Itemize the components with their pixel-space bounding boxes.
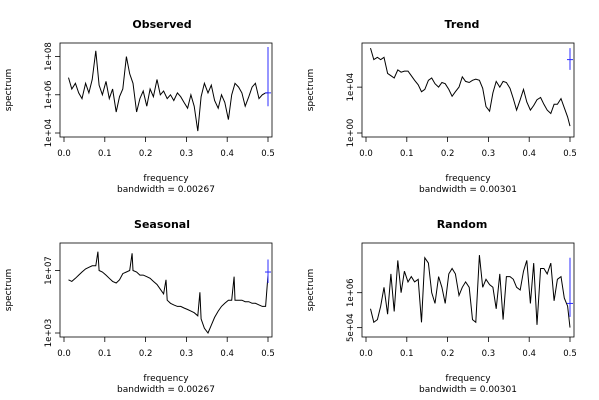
- observed-x-tick-label: 0.2: [139, 149, 153, 159]
- observed-x-tick-label: 0.3: [180, 149, 194, 159]
- random-x-tick-label: 0.3: [482, 349, 496, 359]
- observed-y-tick-label: 1e+08: [44, 42, 54, 71]
- trend-y-axis-label: spectrum: [306, 69, 316, 112]
- observed-x-tick-label: 0.1: [98, 149, 112, 159]
- random-panel: Random 0.0 0.1 0.2 0.3 0.4 0.5 5e+04 1e+06 freque…: [306, 218, 577, 395]
- random-x-tick-label: 0.2: [441, 349, 455, 359]
- seasonal-spectrum-line: [68, 251, 269, 334]
- seasonal-y-axis-label: spectrum: [4, 269, 14, 312]
- random-title: Random: [437, 218, 488, 231]
- seasonal-y-tick-label: 1e+07: [44, 256, 54, 285]
- random-y-axis-label: spectrum: [306, 269, 316, 312]
- seasonal-y-tick-label: 1e+03: [44, 319, 54, 348]
- trend-title: Trend: [445, 18, 480, 31]
- seasonal-x-tick-label: 0.5: [261, 349, 275, 359]
- observed-panel: Observed 0.0 0.1 0.2 0.3 0.4 0.5 1e+04 1e+06 1e+0…: [4, 18, 275, 195]
- observed-title: Observed: [132, 18, 191, 31]
- trend-x-axis-label: frequency: [445, 174, 491, 184]
- trend-spectrum-line: [370, 47, 571, 127]
- seasonal-bandwidth-label: bandwidth = 0.00267: [117, 385, 215, 395]
- random-y-tick-label: 5e+04: [346, 313, 356, 342]
- trend-panel: Trend 0.0 0.1 0.2 0.3 0.4 0.5 1e+00 1e+04 frequen…: [306, 18, 577, 195]
- trend-x-tick-label: 0.4: [522, 149, 536, 159]
- trend-x-tick-label: 0.3: [482, 149, 496, 159]
- observed-bandwidth-label: bandwidth = 0.00267: [117, 185, 215, 195]
- seasonal-x-tick-label: 0.0: [57, 349, 71, 359]
- random-x-tick-label: 0.1: [400, 349, 414, 359]
- observed-x-tick-label: 0.0: [57, 149, 71, 159]
- seasonal-panel: Seasonal 0.0 0.1 0.2 0.3 0.4 0.5 1e+03 1e+07 freq…: [4, 218, 275, 395]
- seasonal-x-tick-label: 0.2: [139, 349, 153, 359]
- trend-plot-frame: [361, 42, 575, 138]
- trend-y-tick-label: 1e+04: [346, 73, 356, 102]
- observed-x-tick-label: 0.5: [261, 149, 275, 159]
- random-plot-frame: [361, 242, 575, 338]
- trend-x-tick-label: 0.2: [441, 149, 455, 159]
- observed-spectrum-line: [68, 50, 268, 132]
- observed-y-tick-label: 1e+06: [44, 80, 54, 109]
- observed-plot-frame: [59, 42, 273, 138]
- observed-x-tick-label: 0.4: [220, 149, 234, 159]
- seasonal-title: Seasonal: [134, 218, 190, 231]
- trend-bandwidth-label: bandwidth = 0.00301: [419, 185, 517, 195]
- trend-x-tick-label: 0.5: [563, 149, 577, 159]
- random-x-tick-label: 0.4: [522, 349, 536, 359]
- random-y-tick-label: 1e+06: [346, 278, 356, 307]
- random-bandwidth-label: bandwidth = 0.00301: [419, 385, 517, 395]
- trend-x-tick-label: 0.0: [359, 149, 373, 159]
- random-x-tick-label: 0.5: [563, 349, 577, 359]
- random-x-tick-label: 0.0: [359, 349, 373, 359]
- trend-y-tick-label: 1e+00: [346, 119, 356, 148]
- random-x-axis-label: frequency: [445, 374, 491, 384]
- seasonal-x-axis-label: frequency: [143, 374, 189, 384]
- observed-y-axis-label: spectrum: [4, 69, 14, 112]
- seasonal-x-tick-label: 0.4: [220, 349, 234, 359]
- random-spectrum-line: [370, 255, 571, 328]
- trend-x-tick-label: 0.1: [400, 149, 414, 159]
- seasonal-x-tick-label: 0.3: [180, 349, 194, 359]
- seasonal-x-tick-label: 0.1: [98, 349, 112, 359]
- observed-y-tick-label: 1e+04: [44, 119, 54, 148]
- seasonal-plot-frame: [59, 242, 273, 338]
- observed-x-axis-label: frequency: [143, 174, 189, 184]
